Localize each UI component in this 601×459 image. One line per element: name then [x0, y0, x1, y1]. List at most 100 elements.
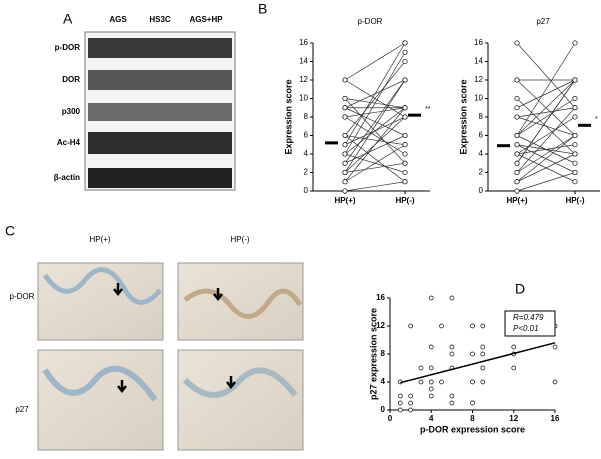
x-tick-label: HP(-) [395, 196, 414, 205]
point [408, 400, 413, 406]
point [480, 379, 486, 385]
x-tick-label: HP(+) [334, 196, 355, 205]
point [428, 379, 434, 385]
point [572, 95, 578, 102]
point [342, 179, 348, 185]
pair-line [344, 98, 406, 164]
point [342, 188, 348, 194]
point [514, 188, 520, 194]
y-axis-label: Expression score [283, 79, 293, 154]
y-tick-label: 8 [381, 349, 386, 358]
point [572, 179, 578, 185]
y-axis-label: Expression score [458, 79, 468, 154]
x-tick-label: 8 [470, 414, 475, 423]
point [514, 160, 520, 166]
point [402, 49, 408, 55]
y-tick-label: 14 [299, 57, 308, 66]
point [342, 132, 348, 139]
histology-images [37, 262, 304, 451]
point [402, 77, 408, 83]
pair-line [516, 98, 576, 155]
point [402, 151, 408, 157]
pair-line [344, 116, 406, 173]
pair-line [516, 107, 576, 118]
point [514, 40, 520, 46]
pair-line [516, 107, 576, 173]
y-tick-label: 16 [474, 38, 483, 47]
point [514, 132, 520, 139]
point [470, 323, 475, 329]
fit-line [400, 342, 556, 384]
point [397, 400, 403, 406]
y-tick-label: 8 [304, 112, 309, 121]
y-tick-label: 0 [479, 186, 484, 195]
point [470, 379, 475, 385]
pair-line [344, 162, 406, 173]
pair-line [344, 52, 406, 155]
y-tick-label: 12 [474, 75, 483, 84]
point [402, 105, 408, 111]
panel-label: A [63, 11, 73, 27]
x-tick-label: 0 [388, 414, 393, 423]
point [480, 323, 486, 329]
point [449, 344, 455, 350]
point [402, 58, 408, 65]
row-label: p-DOR [10, 292, 35, 301]
point [514, 142, 520, 148]
pair-line [516, 135, 576, 183]
pair-line [516, 135, 576, 173]
point [397, 393, 403, 399]
point [449, 351, 455, 357]
point [428, 344, 434, 350]
point [402, 179, 408, 185]
x-tick-label: HP(-) [565, 196, 584, 205]
point [572, 77, 578, 83]
x-tick-label: 12 [509, 414, 518, 423]
y-axis-label: p27 expression score [368, 308, 378, 400]
pair-line [344, 153, 406, 173]
point [514, 169, 520, 176]
y-tick-label: 4 [381, 377, 386, 386]
pair-line [516, 172, 576, 192]
row-label: p27 [15, 405, 29, 414]
point [514, 77, 520, 83]
point [470, 400, 475, 406]
row-label: p-DOR [55, 43, 81, 52]
point [514, 179, 520, 185]
point [480, 365, 486, 371]
annotation: R=0.479 [513, 313, 544, 322]
point [449, 400, 455, 406]
pair-line [516, 42, 576, 108]
point [402, 40, 408, 46]
point [449, 295, 455, 301]
point [470, 351, 475, 357]
point [552, 379, 558, 385]
point [342, 114, 348, 120]
blot-bands [88, 38, 232, 188]
point [342, 105, 348, 111]
panel-label: B [258, 1, 267, 17]
row-label: p300 [62, 107, 81, 116]
point [428, 295, 434, 301]
point [408, 407, 413, 413]
annotation: P<0.01 [513, 324, 539, 333]
point [514, 151, 520, 157]
point [439, 323, 444, 329]
point [428, 365, 434, 371]
pair-line [516, 98, 576, 136]
y-tick-label: 14 [474, 57, 483, 66]
panel-label: D [515, 281, 525, 297]
point [402, 114, 408, 120]
y-tick-label: 2 [479, 168, 484, 177]
pair-line [516, 79, 576, 109]
y-tick-label: 6 [304, 131, 309, 140]
y-tick-label: 2 [304, 168, 309, 177]
pair-line [344, 107, 406, 136]
lane-label: HS3C [149, 15, 171, 24]
annotation: ** [425, 106, 431, 113]
point [514, 114, 520, 120]
column-label: HP(+) [89, 235, 110, 244]
point [408, 393, 413, 399]
y-tick-label: 0 [304, 186, 309, 195]
